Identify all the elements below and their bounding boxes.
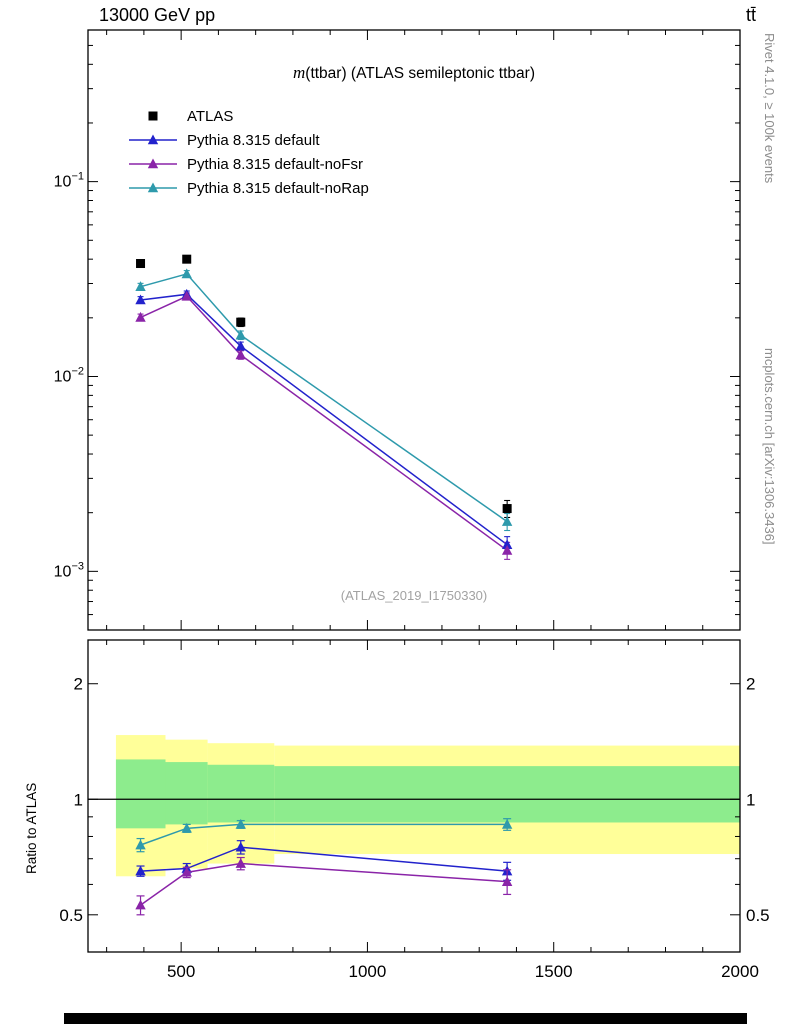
legend-item: ATLAS xyxy=(127,104,369,128)
x-tick-label: 1500 xyxy=(535,962,573,981)
analysis-watermark: (ATLAS_2019_I1750330) xyxy=(340,588,488,603)
ratio-frame xyxy=(87,639,741,953)
rivet-version-label: Rivet 4.1.0, ≥ 100k events xyxy=(762,33,777,184)
ratio-tick-label-right: 2 xyxy=(746,675,755,694)
series-line-main xyxy=(140,295,508,552)
triangle-marker xyxy=(501,539,513,550)
series-line-ratio xyxy=(140,823,508,846)
triangle-marker xyxy=(135,281,146,291)
triangle-marker xyxy=(135,311,146,322)
legend-item: Pythia 8.315 default xyxy=(127,128,369,152)
triangle-marker xyxy=(235,329,246,340)
plot-title-observable: m xyxy=(293,63,306,82)
axis-ticks xyxy=(88,30,741,953)
triangle-legend-marker-icon xyxy=(129,158,177,169)
square-marker xyxy=(236,317,246,327)
y-tick-label-main: 10−2 xyxy=(54,365,84,385)
ratio-tick-label-right: 0.5 xyxy=(746,906,770,925)
triangle-marker xyxy=(147,134,159,145)
triangle-marker xyxy=(147,158,159,169)
square-marker xyxy=(182,254,192,264)
ratio-tick-label-left: 1 xyxy=(74,790,83,809)
legend-item: Pythia 8.315 default-noRap xyxy=(127,176,369,200)
green-uncertainty-segment xyxy=(165,762,208,825)
x-tick-label: 1000 xyxy=(349,962,387,981)
triangle-marker xyxy=(235,340,246,351)
legend-label: Pythia 8.315 default xyxy=(187,131,320,149)
legend-label: Pythia 8.315 default-noRap xyxy=(187,179,369,197)
square-legend-marker-icon xyxy=(148,111,158,121)
square-marker xyxy=(148,111,158,121)
triangle-marker xyxy=(501,544,513,555)
x-tick-label: 500 xyxy=(167,962,195,981)
triangle-marker xyxy=(235,349,246,360)
green-uncertainty-segment xyxy=(274,766,740,823)
series-line-ratio xyxy=(140,846,508,872)
triangle-marker xyxy=(135,839,146,850)
x-tick-label: 2000 xyxy=(721,962,759,981)
triangle-marker xyxy=(181,290,192,301)
bottom-bar xyxy=(64,1013,747,1024)
beam-energy-label: 13000 GeV pp xyxy=(99,5,216,25)
green-uncertainty-segment xyxy=(115,759,166,829)
series-line-main xyxy=(140,273,508,523)
legend-item: Pythia 8.315 default-noFsr xyxy=(127,152,369,176)
ratio-tick-label-left: 0.5 xyxy=(59,906,83,925)
triangle-marker xyxy=(235,858,246,868)
triangle-marker xyxy=(181,268,192,279)
triangle-marker xyxy=(501,876,513,886)
data-series xyxy=(135,254,513,916)
process-label: tt̄ xyxy=(745,5,756,25)
triangle-marker xyxy=(135,865,146,876)
triangle-marker xyxy=(181,822,192,833)
series-line-main xyxy=(140,293,508,546)
triangle-marker xyxy=(501,516,513,526)
y-tick-label-main: 10−3 xyxy=(54,560,84,580)
plot-title-rest: (ttbar) (ATLAS semileptonic ttbar) xyxy=(305,65,535,82)
triangle-marker xyxy=(135,899,146,910)
square-marker xyxy=(502,504,512,514)
triangle-marker xyxy=(135,294,146,305)
mcplots-credit-label: mcplots.cern.ch [arXiv:1306.3436] xyxy=(762,348,777,545)
triangle-marker xyxy=(181,866,192,877)
square-marker xyxy=(136,259,146,269)
triangle-marker xyxy=(147,182,159,193)
legend-label: ATLAS xyxy=(187,107,234,125)
legend-label: Pythia 8.315 default-noFsr xyxy=(187,155,363,173)
plot-title: m(ttbar) (ATLAS semileptonic ttbar) xyxy=(88,63,740,83)
legend: ATLAS Pythia 8.315 default Pythia 8.315 de… xyxy=(127,104,369,200)
y-tick-label-main: 10−1 xyxy=(54,171,84,191)
ratio-axis-label: Ratio to ATLAS xyxy=(24,782,39,874)
ratio-uncertainty-bands xyxy=(115,735,740,877)
triangle-legend-marker-icon xyxy=(129,182,177,193)
ratio-tick-label-right: 1 xyxy=(746,790,755,809)
green-uncertainty-segment xyxy=(207,764,275,823)
series-line-ratio xyxy=(140,862,508,906)
triangle-marker xyxy=(235,841,246,852)
main-frame xyxy=(87,29,741,631)
triangle-marker xyxy=(501,818,513,829)
triangle-marker xyxy=(235,818,246,829)
ratio-tick-label-left: 2 xyxy=(74,675,83,694)
triangle-legend-marker-icon xyxy=(129,134,177,145)
